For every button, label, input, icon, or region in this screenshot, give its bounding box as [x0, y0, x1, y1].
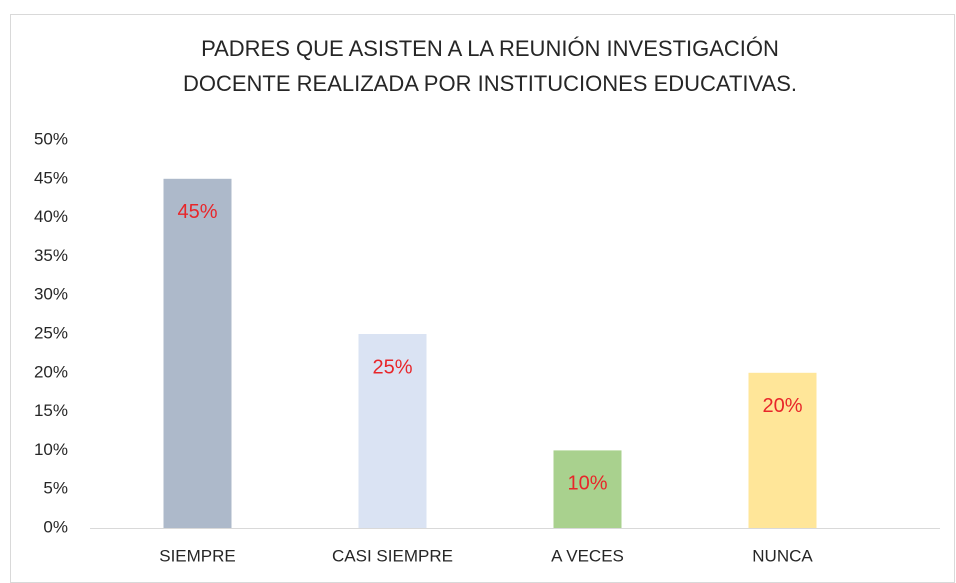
x-tick-label: A VECES	[551, 546, 624, 565]
y-tick-label: 50%	[34, 129, 68, 148]
data-label: 20%	[762, 395, 802, 417]
y-tick-label: 45%	[34, 168, 68, 187]
chart-title: PADRES QUE ASISTEN A LA REUNIÓN INVESTIG…	[201, 36, 779, 61]
bar	[553, 450, 622, 528]
y-tick-label: 5%	[43, 479, 68, 498]
bar	[748, 372, 817, 528]
y-tick-label: 35%	[34, 246, 68, 265]
y-tick-label: 10%	[34, 440, 68, 459]
x-tick-label: CASI SIEMPRE	[332, 546, 453, 565]
y-tick-label: 20%	[34, 362, 68, 381]
x-tick-label: SIEMPRE	[159, 546, 236, 565]
y-tick-label: 15%	[34, 401, 68, 420]
y-tick-label: 25%	[34, 323, 68, 342]
y-tick-label: 30%	[34, 285, 68, 304]
x-tick-label: NUNCA	[752, 546, 813, 565]
data-label: 25%	[372, 356, 412, 378]
data-label: 45%	[177, 201, 217, 223]
bar	[358, 334, 427, 528]
y-tick-label: 40%	[34, 207, 68, 226]
bar	[163, 178, 232, 529]
data-label: 10%	[567, 473, 607, 495]
y-tick-label: 0%	[43, 517, 68, 536]
chart-title: DOCENTE REALIZADA POR INSTITUCIONES EDUC…	[183, 71, 797, 96]
